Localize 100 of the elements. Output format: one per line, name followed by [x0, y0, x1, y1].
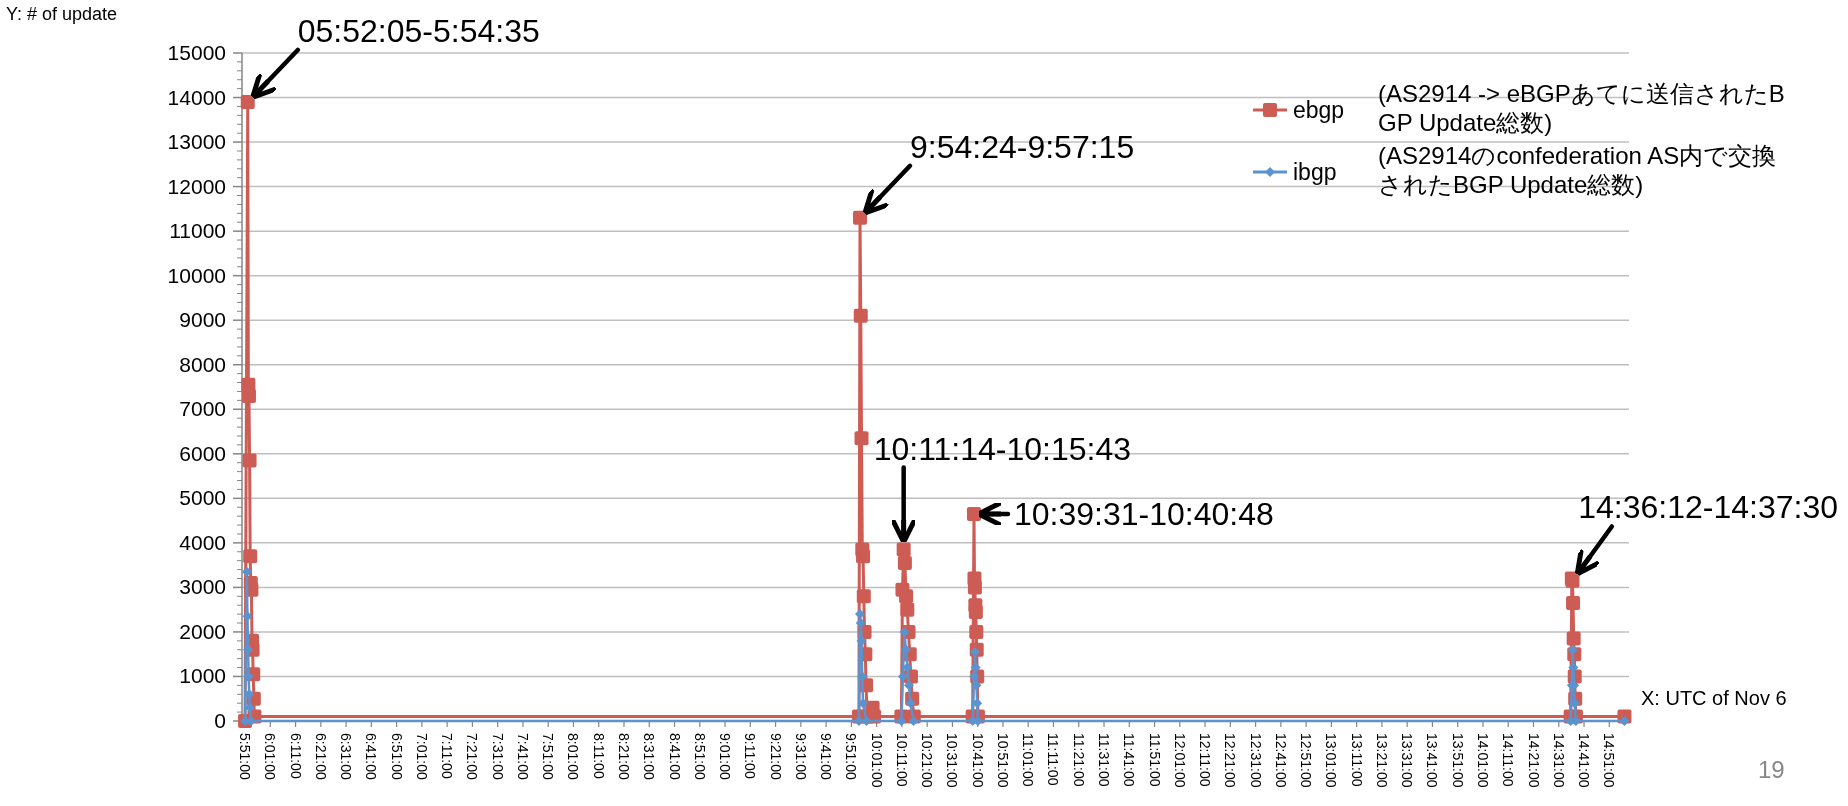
point	[971, 680, 982, 691]
x-tick-label: 8:51:00	[691, 733, 708, 780]
point	[908, 716, 919, 726]
x-tick-label: 13:51:00	[1449, 733, 1466, 788]
x-tick-label: 9:21:00	[767, 733, 784, 780]
point	[896, 542, 911, 557]
x-tick-label: 14:21:00	[1525, 733, 1542, 788]
x-tick-label: 10:31:00	[944, 733, 961, 788]
x-tick-label: 14:51:00	[1601, 733, 1618, 788]
point	[1566, 595, 1581, 610]
point	[968, 604, 983, 619]
point	[897, 671, 908, 682]
x-axis-title: X: UTC of Nov 6	[1641, 687, 1787, 709]
x-tick-label: 10:01:00	[868, 733, 885, 788]
x-tick-label: 13:41:00	[1424, 733, 1441, 788]
x-tick-label: 11:01:00	[1020, 733, 1037, 787]
y-tick-label: 9000	[179, 308, 226, 332]
y-tick-label: 10000	[167, 263, 226, 287]
x-tick-label: 12:31:00	[1247, 733, 1264, 788]
point	[969, 624, 984, 639]
x-tick-label: 14:41:00	[1576, 733, 1593, 788]
point	[856, 635, 867, 646]
y-tick-label: 8000	[179, 352, 226, 376]
y-tick-label: 15000	[167, 41, 226, 64]
x-tick-label: 12:41:00	[1272, 733, 1289, 788]
point	[241, 388, 256, 403]
x-tick-label: 6:01:00	[262, 733, 279, 780]
x-tick-label: 7:21:00	[464, 733, 481, 780]
x-tick-label: 10:21:00	[919, 733, 936, 788]
x-tick-label: 8:31:00	[641, 733, 658, 780]
point	[969, 646, 980, 657]
point	[243, 671, 254, 682]
x-tick-label: 7:01:00	[413, 733, 430, 780]
x-tick-label: 8:01:00	[565, 733, 582, 780]
y-tick-label: 1000	[179, 664, 226, 688]
y-tick-label: 11000	[169, 219, 226, 243]
x-tick-label: 8:41:00	[666, 733, 683, 780]
x-tick-label: 8:11:00	[590, 733, 607, 779]
x-tick-label: 10:41:00	[969, 733, 986, 788]
x-tick-label: 7:11:00	[439, 733, 456, 779]
point	[241, 566, 252, 577]
x-tick-label: 11:51:00	[1146, 733, 1163, 787]
y-tick-label: 2000	[179, 619, 226, 643]
x-tick-label: 9:11:00	[742, 733, 759, 779]
x-tick-label: 7:51:00	[540, 733, 557, 780]
point	[900, 602, 915, 617]
x-tick-label: 5:51:00	[237, 733, 254, 780]
x-tick-label: 12:21:00	[1222, 733, 1239, 788]
point	[899, 626, 910, 637]
legend-label: ebgp	[1293, 97, 1345, 123]
x-tick-label: 6:41:00	[363, 733, 380, 780]
point	[967, 580, 982, 595]
point	[853, 308, 868, 323]
point	[240, 94, 255, 109]
x-tick-label: 14:01:00	[1474, 733, 1491, 788]
annotation: 05:52:05-5:54:35	[297, 12, 540, 49]
point	[896, 716, 907, 726]
point	[857, 671, 868, 682]
y-tick-label: 0	[214, 709, 226, 732]
point	[1568, 662, 1579, 673]
point	[1569, 698, 1580, 709]
text: 19	[1758, 756, 1785, 783]
x-tick-label: 6:51:00	[388, 733, 405, 780]
x-tick-label: 11:21:00	[1070, 733, 1087, 787]
point	[853, 210, 868, 225]
point	[244, 689, 255, 700]
point	[969, 671, 979, 682]
x-tick-label: 11:31:00	[1096, 733, 1113, 787]
point	[861, 716, 872, 726]
x-tick-label: 13:21:00	[1373, 733, 1390, 788]
x-tick-label: 10:51:00	[994, 733, 1011, 788]
point	[905, 698, 916, 709]
x-tick-label: 13:11:00	[1348, 733, 1365, 787]
x-tick-label: 12:11:00	[1197, 733, 1214, 787]
y-tick-label: 6000	[179, 441, 226, 465]
x-tick-label: 8:21:00	[615, 733, 632, 780]
y-axis-title: Y: # of update	[6, 4, 118, 24]
x-tick-label: 12:51:00	[1298, 733, 1315, 788]
x-tick-label: 13:01:00	[1323, 733, 1340, 788]
y-tick-label: 13000	[167, 130, 226, 154]
x-tick-label: 9:31:00	[792, 733, 809, 780]
point	[967, 506, 981, 521]
x-tick-label: 12:01:00	[1171, 733, 1188, 788]
x-tick-label: 9:51:00	[843, 733, 860, 780]
x-tick-label: 11:11:00	[1045, 733, 1062, 786]
y-tick-label: 14000	[167, 85, 226, 109]
point	[1619, 716, 1630, 726]
point	[897, 555, 912, 570]
y-tick-label: 5000	[179, 486, 226, 510]
point	[854, 431, 869, 446]
x-tick-label: 14:11:00	[1500, 733, 1517, 787]
x-tick-label: 11:41:00	[1121, 733, 1138, 787]
annotation: 10:39:31-10:40:48	[1014, 495, 1274, 532]
x-tick-label: 6:21:00	[312, 733, 329, 780]
annotation: 9:54:24-9:57:15	[910, 128, 1135, 165]
y-tick-label: 7000	[179, 397, 226, 421]
point	[243, 549, 258, 564]
annotation: (AS2914 -> eBGPあてに送信されたBGP Update総数)	[1378, 80, 1785, 136]
x-tick-label: 14:31:00	[1550, 733, 1567, 788]
annotation: (AS2914のconfederation AS内で交換されたBGP Update総数)	[1378, 142, 1777, 198]
